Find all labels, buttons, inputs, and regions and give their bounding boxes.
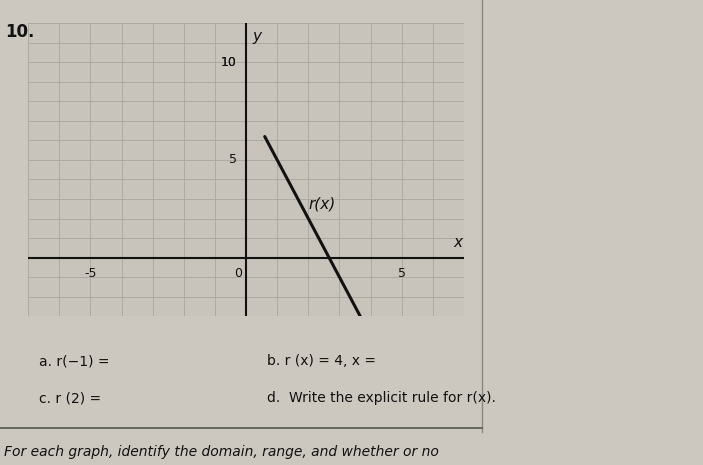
- Text: 5: 5: [398, 267, 406, 280]
- Text: d.  Write the explicit rule for r(x).: d. Write the explicit rule for r(x).: [267, 391, 496, 405]
- Text: y: y: [252, 29, 262, 44]
- Text: b. r (x) = 4, x =: b. r (x) = 4, x =: [267, 354, 376, 368]
- Text: 10: 10: [221, 56, 237, 69]
- Text: c. r (2) =: c. r (2) =: [39, 391, 101, 405]
- Text: 10: 10: [221, 56, 237, 69]
- Text: r(x): r(x): [309, 197, 335, 212]
- Text: a. r(−1) =: a. r(−1) =: [39, 354, 109, 368]
- Text: For each graph, identify the domain, range, and whether or no: For each graph, identify the domain, ran…: [4, 445, 439, 458]
- Text: 5: 5: [228, 153, 237, 166]
- Text: 0: 0: [234, 267, 243, 280]
- Text: -5: -5: [84, 267, 96, 280]
- Text: 10.: 10.: [6, 23, 35, 41]
- Text: x: x: [453, 235, 463, 250]
